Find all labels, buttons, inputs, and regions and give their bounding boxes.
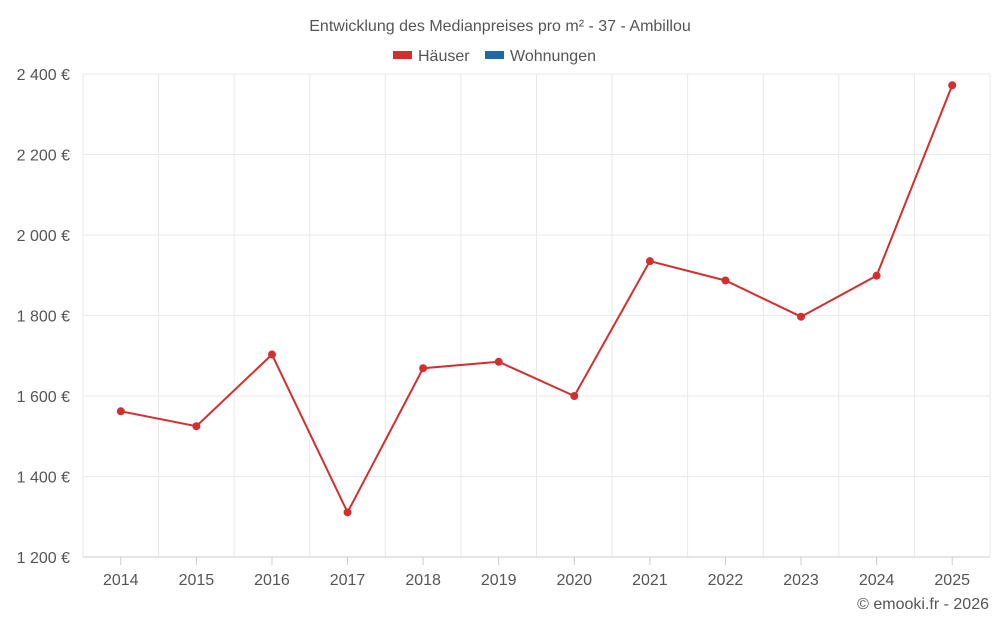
data-point[interactable] <box>494 357 503 366</box>
data-point[interactable] <box>872 271 881 280</box>
legend-label-haeuser: Häuser <box>418 48 470 65</box>
data-point[interactable] <box>116 407 125 416</box>
data-point[interactable] <box>570 392 579 400</box>
y-tick-label: 1 800 € <box>17 309 70 326</box>
data-point[interactable] <box>419 364 428 373</box>
x-tick-label: 2021 <box>632 572 668 589</box>
plot-area: 1 200 € 1 400 € 1 600 € 1 800 € 2 000 € 2 200… <box>17 67 991 589</box>
legend: Häuser Wohnungen <box>393 48 596 65</box>
legend-swatch-wohnungen <box>485 51 504 59</box>
data-point[interactable] <box>721 276 730 285</box>
x-tick-label: 2022 <box>708 572 744 589</box>
data-point[interactable] <box>797 312 806 321</box>
credit-text: © emooki.fr - 2026 <box>857 596 989 613</box>
y-tick-label: 2 000 € <box>17 228 70 245</box>
legend-swatch-haeuser <box>393 51 412 59</box>
x-tick-label: 2014 <box>103 572 139 589</box>
x-tick-label: 2024 <box>859 572 895 589</box>
data-point[interactable] <box>343 508 352 517</box>
legend-label-wohnungen: Wohnungen <box>510 48 596 65</box>
legend-item-wohnungen[interactable]: Wohnungen <box>485 48 596 65</box>
data-point[interactable] <box>192 422 201 431</box>
data-point[interactable] <box>645 257 654 266</box>
x-tick-label: 2025 <box>934 572 970 589</box>
x-tick-label: 2016 <box>254 572 290 589</box>
series-line-häuser <box>120 84 954 515</box>
x-tick-label: 2015 <box>179 572 215 589</box>
x-tick-label: 2023 <box>783 572 819 589</box>
x-tick-label: 2020 <box>556 572 592 589</box>
y-tick-label: 1 200 € <box>17 550 70 567</box>
x-tick-label: 2017 <box>330 572 366 589</box>
data-point[interactable] <box>948 81 957 90</box>
y-tick-label: 1 400 € <box>17 470 70 487</box>
y-tick-label: 1 600 € <box>17 389 70 406</box>
data-point[interactable] <box>267 350 276 359</box>
legend-item-haeuser[interactable]: Häuser <box>393 48 470 65</box>
y-tick-label: 2 400 € <box>17 67 70 84</box>
y-tick-label: 2 200 € <box>17 148 70 165</box>
x-tick-label: 2018 <box>405 572 441 589</box>
chart-title: Entwicklung des Medianpreises pro m² - 3… <box>309 18 691 35</box>
x-tick-label: 2019 <box>481 572 517 589</box>
